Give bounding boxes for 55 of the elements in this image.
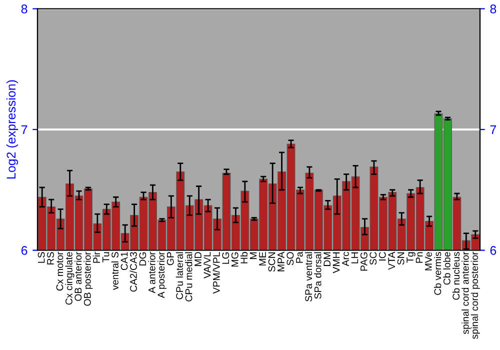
x-tick-label: DG <box>139 252 146 266</box>
x-tick-label: SPa ventral <box>304 252 312 302</box>
x-tick-label: Cb nucleus <box>452 252 460 300</box>
y2-tick-label: 8 <box>490 4 496 14</box>
y-tick-label: 7 <box>21 125 28 134</box>
x-tick-label: CPu medial <box>185 252 192 302</box>
x-tick-label: Tu <box>102 252 110 262</box>
y-axis-title: Log2 (expression) <box>6 80 18 178</box>
x-tick-label: DM <box>324 252 330 266</box>
x-tick-label: SN <box>397 252 404 265</box>
x-tick-label: Pir <box>92 252 100 263</box>
x-tick-label: Cx motor <box>56 252 64 291</box>
x-tick-label: OB anterior <box>74 252 82 301</box>
x-tick-label: LG <box>222 252 230 264</box>
x-tick-label: spinal cord posterior <box>470 252 480 339</box>
x-tick-label: VTA <box>388 252 395 270</box>
y-tick-label: 8 <box>21 4 28 14</box>
x-tick-label: spinal cord anterior <box>462 252 471 334</box>
x-tick-label: MG <box>231 252 238 266</box>
x-tick-label: Pa <box>296 252 303 263</box>
x-tick-label: OB posterior <box>84 252 93 306</box>
x-tick-label: SCN <box>268 252 276 272</box>
x-tick-label: CPu lateral <box>176 252 183 300</box>
x-tick-label: PAG <box>360 252 368 271</box>
x-tick-label: CA1 <box>120 252 128 270</box>
x-tick-label: M <box>250 252 257 259</box>
x-tick-label: ME <box>259 252 266 266</box>
x-tick-label: ventral S <box>111 252 118 290</box>
x-tick-label: A anterior <box>148 252 156 294</box>
x-tick-label: VA/VL <box>204 252 211 278</box>
x-tick-label: Tg <box>406 252 416 263</box>
x-tick-label: Pn <box>416 252 423 263</box>
x-tick-label: VPM/VPL <box>212 252 220 294</box>
x-tick-label: SC <box>370 252 377 265</box>
x-tick-label: A posterior <box>157 252 166 298</box>
x-tick-label: RS <box>47 252 54 264</box>
x-tick-label: MPA <box>278 252 284 272</box>
x-tick-label: Hb <box>240 252 248 264</box>
x-tick-label: MVe <box>425 252 432 270</box>
x-tick-label: GP <box>166 252 174 266</box>
x-tick-label: VMH <box>332 252 340 274</box>
x-tick-label: MD <box>194 252 202 266</box>
x-tick-label: Cx cingulate <box>65 252 74 305</box>
x-tick-label: CA2/CA3 <box>130 252 137 292</box>
y-tick-label: 6 <box>21 246 28 255</box>
x-tick-label: Arc <box>342 252 349 266</box>
x-tick-label: IC <box>378 252 386 260</box>
x-tick-label: SO <box>286 252 294 266</box>
x-tick-label: LH <box>351 252 358 264</box>
x-tick-label: Cb lobe <box>443 252 450 285</box>
y2-tick-label: 6 <box>490 246 496 255</box>
x-tick-label: LS <box>38 252 45 263</box>
y2-tick-label: 7 <box>490 125 496 134</box>
x-tick-label: Cb vermis <box>434 252 442 295</box>
x-tick-label: SPa dorsal <box>314 252 322 299</box>
